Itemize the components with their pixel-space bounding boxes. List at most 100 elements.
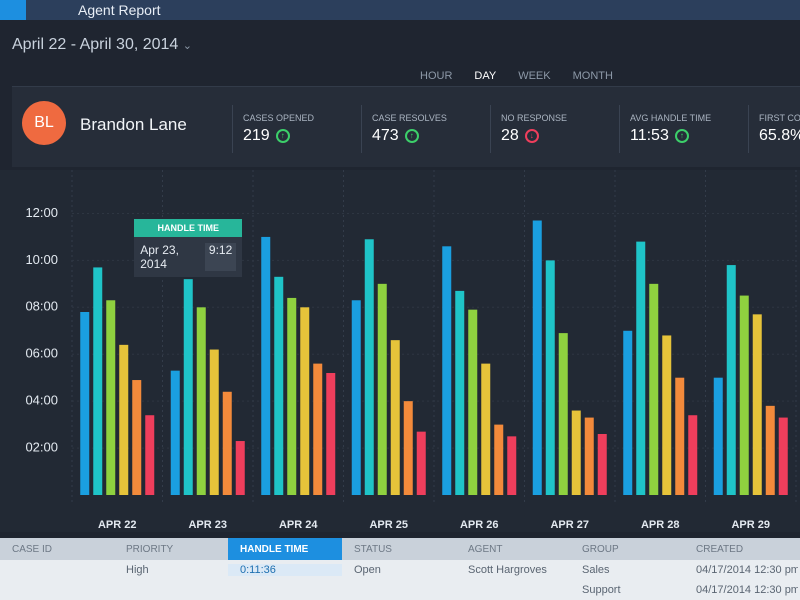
bar xyxy=(481,363,491,495)
table-cell: 0:11:36 xyxy=(228,564,342,576)
table-cell: High xyxy=(126,564,149,576)
column-header[interactable]: STATUS xyxy=(354,543,392,555)
bar xyxy=(584,417,594,495)
bar xyxy=(726,265,736,495)
bar xyxy=(455,290,465,495)
x-tick-label: APR 22 xyxy=(98,519,137,531)
stat-label: FIRST CONTACT xyxy=(759,113,800,123)
y-tick-label: 12:00 xyxy=(25,205,58,220)
bar xyxy=(545,260,555,495)
table-cell: 04/17/2014 12:30 pm xyxy=(696,584,798,596)
tab[interactable]: MONTH xyxy=(572,70,613,82)
stat-label: CASE RESOLVES xyxy=(372,113,447,123)
bar xyxy=(300,307,310,495)
bar xyxy=(636,241,646,495)
bar xyxy=(313,363,323,495)
stat-value-row: 473 ↑ xyxy=(372,127,490,145)
bar xyxy=(739,295,749,495)
stat-label: CASES OPENED xyxy=(243,113,315,123)
stat: CASES OPENED 219 ↑ xyxy=(232,105,361,153)
stat-value-row: 28 ↓ xyxy=(501,127,619,145)
stat-value-row: 65.8%↓ xyxy=(759,127,800,145)
stat-value: 219 xyxy=(243,127,270,144)
table-cell: Sales xyxy=(582,564,610,576)
x-tick-label: APR 28 xyxy=(641,519,680,531)
column-header[interactable]: HANDLE TIME xyxy=(228,538,342,560)
bar xyxy=(571,410,581,495)
tooltip-value: 9:12 xyxy=(204,243,237,272)
bar xyxy=(222,391,232,495)
tab[interactable]: WEEK xyxy=(518,70,551,82)
bar xyxy=(261,236,271,495)
stat: AVG HANDLE TIME 11:53 ↑ xyxy=(619,105,748,153)
bar xyxy=(416,431,426,495)
y-tick-label: 02:00 xyxy=(25,440,58,455)
empty-cell xyxy=(342,584,456,596)
trend-icon: ↑ xyxy=(275,129,290,143)
bar xyxy=(623,330,633,495)
empty-cell xyxy=(114,584,228,596)
tooltip-title: HANDLE TIME xyxy=(134,219,243,238)
empty-cell xyxy=(456,584,570,596)
y-tick-label: 06:00 xyxy=(25,346,58,361)
x-tick-label: APR 26 xyxy=(460,519,499,531)
x-tick-label: APR 25 xyxy=(369,519,408,531)
bar xyxy=(532,220,542,495)
bar xyxy=(80,312,90,495)
tabs: HOUR DAY WEEK MONTH xyxy=(420,70,613,95)
table-cell: Scott Hargroves xyxy=(468,564,547,576)
bar xyxy=(145,415,155,495)
stat-label: NO RESPONSE xyxy=(501,113,568,123)
table-row[interactable]: Support 04/17/2014 12:30 pm xyxy=(0,580,800,600)
bar xyxy=(468,309,478,495)
avatar: BL xyxy=(22,101,66,145)
stat: CASE RESOLVES 473 ↑ xyxy=(361,105,490,153)
bar xyxy=(196,307,206,495)
stat-value-row: 11:53 ↑ xyxy=(630,127,748,145)
trend-icon: ↑ xyxy=(674,129,689,143)
bar xyxy=(274,276,284,495)
table-cell: Open xyxy=(354,564,381,576)
tooltip: HANDLE TIME Apr 23, 2014 9:12 xyxy=(134,219,243,278)
column-header[interactable]: AGENT xyxy=(468,543,503,555)
tab[interactable]: HOUR xyxy=(420,70,453,82)
empty-cell xyxy=(0,564,114,576)
column-header[interactable]: CASE ID xyxy=(12,543,53,555)
y-tick-label: 10:00 xyxy=(25,252,58,267)
table-row[interactable]: High 0:11:36 Open Scott Hargroves Sales 04/17… xyxy=(0,560,800,580)
bar xyxy=(752,314,762,495)
bar xyxy=(507,436,517,495)
bar xyxy=(183,279,193,495)
empty-cell xyxy=(0,584,114,596)
empty-cell xyxy=(228,584,342,596)
column-header[interactable]: GROUP xyxy=(582,543,619,555)
bar xyxy=(106,300,116,495)
stat-value: 473 xyxy=(372,127,399,144)
bar xyxy=(132,380,142,495)
bar xyxy=(675,377,685,495)
stats: CASES OPENED 219 ↑ CASE RESOLVES 473 ↑ NO RESP… xyxy=(232,105,800,153)
case-table: CASE ID PRIORITY HANDLE TIME STATUS AGENT GRO… xyxy=(0,538,800,600)
stat-value: 11:53 xyxy=(630,127,669,144)
bar xyxy=(649,283,659,495)
bar xyxy=(765,405,775,495)
bar xyxy=(326,373,336,495)
stat-label: AVG HANDLE TIME xyxy=(630,113,712,123)
trend-icon: ↑ xyxy=(404,129,419,143)
bar xyxy=(662,335,672,495)
bar xyxy=(688,415,698,495)
bar xyxy=(778,417,788,495)
bar xyxy=(364,239,374,495)
trend-icon: ↓ xyxy=(524,129,539,143)
bar xyxy=(494,424,504,495)
tooltip-date: Apr 23, 2014 xyxy=(140,243,179,272)
y-tick-label: 08:00 xyxy=(25,299,58,314)
menu-button[interactable] xyxy=(0,0,26,20)
bar xyxy=(558,333,568,495)
x-tick-label: APR 24 xyxy=(279,519,318,531)
bar xyxy=(390,340,400,495)
column-header[interactable]: PRIORITY xyxy=(126,543,174,555)
column-header[interactable]: CREATED xyxy=(696,543,744,555)
date-range[interactable]: April 22 - April 30, 2014 ⌄ xyxy=(12,36,192,53)
top-bar: Agent Report xyxy=(0,0,800,20)
